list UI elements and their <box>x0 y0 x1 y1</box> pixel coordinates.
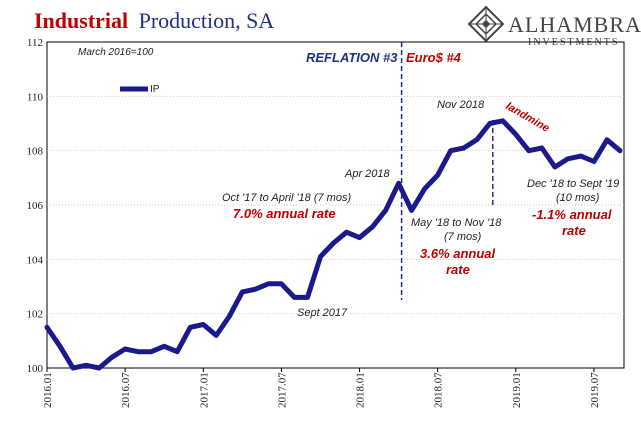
annotation-dec-sep-1: Dec '18 to Sept '19 <box>527 178 619 190</box>
chart-title: Industrial Production, SA <box>34 8 274 33</box>
title-part1: Industrial <box>34 8 128 33</box>
series-ip <box>44 118 623 371</box>
x-tick-label: 2018.01 <box>355 372 367 408</box>
y-tick-label: 108 <box>27 146 44 158</box>
x-tick-label: 2017.07 <box>276 372 288 408</box>
x-tick-label: 2016.01 <box>42 372 54 408</box>
annotation-sept2017: Sept 2017 <box>297 307 348 319</box>
x-tick-label: 2019.01 <box>511 372 523 408</box>
y-tick-label: 100 <box>27 363 44 375</box>
x-tick-label: 2019.07 <box>589 372 601 408</box>
phase-label-euro: Euro$ #4 <box>406 50 462 65</box>
annotation-dec-sep-rate-1: -1.1% annual <box>532 207 612 222</box>
base-note: March 2016=100 <box>78 47 154 58</box>
phase-label-reflation: REFLATION #3 <box>306 50 398 65</box>
diamond-pattern-icon <box>467 5 505 43</box>
annotation-may-nov-1: May '18 to Nov '18 <box>411 217 502 229</box>
y-tick-label: 102 <box>27 309 44 321</box>
x-tick-label: 2018.07 <box>433 372 445 408</box>
annotation-may-nov-rate-1: 3.6% annual <box>420 246 496 261</box>
y-tick-label: 112 <box>27 37 43 49</box>
annotation-dec-sep-rate-2: rate <box>562 223 586 238</box>
annotation-may-nov-rate-2: rate <box>446 262 470 277</box>
y-tick-label: 104 <box>27 254 44 266</box>
phase-dividers <box>400 42 494 300</box>
y-tick-label: 106 <box>27 200 44 212</box>
annotation-oct-apr-rate: 7.0% annual rate <box>233 206 336 221</box>
x-tick-label: 2016.07 <box>120 372 132 408</box>
title-part2: Production, SA <box>139 8 275 33</box>
logo-name: ALHAMBRA <box>508 12 641 37</box>
annotation-dec-sep-2: (10 mos) <box>556 192 600 204</box>
annotation-may-nov-2: (7 mos) <box>444 231 482 243</box>
y-axis-ticks: 100 102 104 106 108 110 112 <box>27 37 44 375</box>
x-axis-ticks: 2016.01 2016.07 2017.01 2017.07 2018.01 2018.… <box>42 368 601 408</box>
annotation-oct-apr: Oct '17 to April '18 (7 mos) <box>222 192 351 204</box>
y-tick-label: 110 <box>27 91 44 103</box>
annotation-nov2018: Nov 2018 <box>437 99 485 111</box>
annotation-apr2018: Apr 2018 <box>344 168 391 180</box>
legend-label: IP <box>150 84 160 95</box>
x-tick-label: 2017.01 <box>198 372 210 408</box>
series-line-ip <box>44 118 623 371</box>
